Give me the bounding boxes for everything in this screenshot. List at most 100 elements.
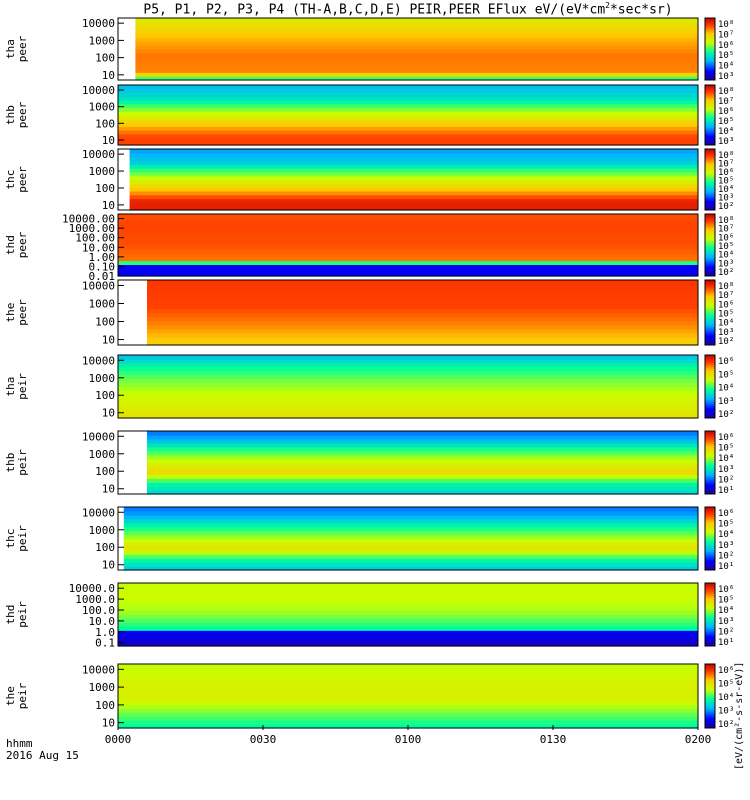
spectrogram-band	[129, 156, 699, 162]
spectrogram-band	[129, 194, 699, 200]
y-tick-label: 10	[102, 199, 115, 212]
colorbar-tick-label: 10²	[718, 627, 734, 637]
spectrogram-band	[147, 446, 698, 452]
colorbar-tick-label: 10³	[718, 465, 734, 475]
spectrogram-band	[118, 122, 698, 127]
colorbar	[704, 506, 716, 571]
spectrogram-band	[118, 229, 698, 234]
spectrogram-band	[147, 336, 698, 342]
spectrogram-band	[118, 378, 698, 384]
spectrogram-band	[118, 390, 698, 395]
colorbar-tick-label: 10⁴	[718, 62, 734, 72]
y-tick-label: 1000	[89, 524, 116, 537]
spectrogram-band	[147, 434, 698, 440]
spectrogram-band	[118, 684, 698, 689]
spectrogram-band	[118, 402, 698, 407]
colorbar-tick-label: 10²	[718, 475, 734, 485]
spectrogram-band	[118, 256, 698, 262]
spectrogram-band	[135, 68, 698, 73]
colorbar-tick-label: 10⁷	[718, 225, 734, 235]
colorbar-tick-label: 10⁶	[718, 357, 734, 367]
spectrogram-band	[118, 622, 698, 627]
spectrogram-band	[123, 526, 699, 532]
spectrogram-band	[147, 332, 698, 338]
colorbar-tick-label: 10⁵	[718, 51, 734, 61]
spectrogram-band	[118, 664, 698, 669]
spectrogram-band	[129, 164, 699, 169]
spectrogram-band	[135, 37, 698, 42]
spectrogram-band	[135, 56, 698, 62]
spectrogram-band	[118, 382, 698, 388]
colorbar-tick-label: 10³	[718, 397, 734, 407]
spectrogram-band	[123, 566, 699, 571]
spectrogram-band	[129, 190, 699, 196]
spectrogram-band	[118, 614, 698, 620]
colorbar	[704, 84, 716, 146]
spectrogram-band	[118, 704, 698, 709]
y-axis-label: peir	[16, 525, 29, 552]
y-tick-label: 10000	[82, 354, 115, 367]
y-tick-label: 1000	[89, 34, 116, 47]
y-axis-label: thb	[4, 105, 17, 125]
spectrogram-band	[147, 296, 698, 301]
spectrogram-band	[135, 76, 698, 81]
spectrogram-band	[118, 358, 698, 364]
y-axis-label: thb	[4, 453, 17, 473]
y-axis-label: peer	[16, 299, 29, 326]
spectrogram-band	[147, 300, 698, 305]
colorbar-tick-label: 10⁸	[718, 151, 734, 161]
spectrogram-band	[123, 554, 699, 559]
panel-frame	[117, 148, 699, 211]
spectrogram-band	[118, 237, 698, 242]
colorbar-tick-label: 10¹	[718, 562, 734, 572]
spectrogram-band	[135, 49, 698, 54]
spectrogram-band	[118, 130, 698, 135]
colorbar-tick-label: 10⁵	[718, 177, 734, 187]
colorbar-tick-label: 10³	[718, 707, 734, 717]
y-tick-label: 10	[102, 717, 115, 730]
colorbar-tick-label: 10⁵	[718, 444, 734, 454]
y-axis-label: thd	[4, 605, 17, 625]
spectrogram-band	[118, 634, 698, 639]
spectrogram-band	[129, 175, 699, 181]
y-tick-label: 10.00	[82, 241, 115, 254]
spectrogram-band	[135, 18, 698, 23]
y-axis-label: the	[4, 303, 17, 323]
spectrogram-band	[118, 394, 698, 399]
colorbar-tick-label: 10²	[718, 202, 734, 212]
colorbar-tick-label: 10²	[718, 410, 734, 420]
spectrogram-band	[123, 562, 699, 567]
spectrogram-band	[118, 598, 698, 604]
spectrogram-band	[118, 370, 698, 376]
y-axis-label: peer	[16, 101, 29, 128]
spectrogram-band	[118, 252, 698, 258]
colorbar-tick-label: 10⁶	[718, 300, 734, 310]
x-tick-label: 0100	[395, 733, 422, 746]
panel-frame	[117, 430, 699, 495]
colorbar-tick-label: 10⁷	[718, 30, 734, 40]
y-axis-label: tha	[4, 39, 17, 59]
spectrogram-band	[129, 179, 699, 184]
spectrogram-band	[123, 510, 699, 516]
spectrogram-band	[123, 538, 699, 544]
spectrogram-band	[118, 355, 698, 360]
colorbar	[704, 354, 716, 419]
colorbar-tick-label: 10⁴	[718, 530, 734, 540]
colorbar-tick-label: 10⁵	[718, 242, 734, 252]
colorbar-tick-label: 10⁶	[718, 168, 734, 178]
spectrogram-band	[147, 486, 698, 491]
y-tick-label: 10000	[82, 663, 115, 676]
spectrogram-band	[147, 450, 698, 456]
y-tick-label: 10000	[82, 17, 115, 30]
spectrogram-band	[118, 630, 698, 635]
colorbar-tick-label: 10⁸	[718, 20, 734, 30]
spectrogram-band	[147, 462, 698, 468]
y-tick-label: 1.0	[95, 626, 115, 639]
y-axis-label: peir	[16, 682, 29, 709]
colorbar	[704, 582, 716, 647]
y-axis-label: peer	[16, 231, 29, 258]
spectrogram-band	[118, 85, 698, 90]
colorbar-tick-label: 10⁴	[718, 384, 734, 394]
colorbar-tick-label: 10³	[718, 72, 734, 82]
colorbar-tick-label: 10⁸	[718, 87, 734, 97]
